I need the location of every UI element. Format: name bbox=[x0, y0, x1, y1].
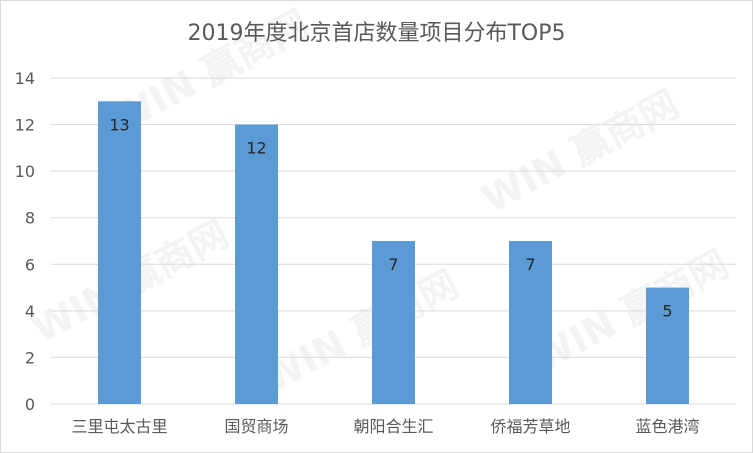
x-tick-label: 侨福芳草地 bbox=[490, 417, 570, 436]
y-tick-label: 10 bbox=[15, 162, 35, 181]
y-tick-label: 12 bbox=[15, 116, 35, 135]
x-tick-label: 国贸商场 bbox=[224, 417, 288, 436]
data-label: 7 bbox=[525, 255, 535, 274]
y-tick-label: 8 bbox=[25, 209, 35, 228]
bar bbox=[509, 241, 552, 404]
data-labels: 13 12 7 7 5 bbox=[109, 115, 672, 320]
data-label: 12 bbox=[246, 139, 266, 158]
bars bbox=[98, 101, 689, 405]
x-axis-ticks: 三里屯太古里 国贸商场 朝阳合生汇 侨福芳草地 蓝色港湾 bbox=[71, 417, 699, 436]
chart-title: 2019年度北京首店数量项目分布TOP5 bbox=[187, 21, 566, 46]
bar bbox=[98, 101, 141, 405]
bar bbox=[372, 241, 415, 404]
data-label: 7 bbox=[388, 255, 398, 274]
data-label: 13 bbox=[109, 115, 129, 134]
y-tick-label: 0 bbox=[25, 395, 35, 414]
y-tick-label: 6 bbox=[25, 255, 35, 274]
x-tick-label: 三里屯太古里 bbox=[71, 417, 167, 436]
bar bbox=[235, 124, 278, 405]
y-axis-ticks: 0 2 4 6 8 10 12 14 bbox=[15, 69, 35, 414]
y-tick-label: 2 bbox=[25, 348, 35, 367]
x-tick-label: 朝阳合生汇 bbox=[353, 417, 433, 436]
x-tick-label: 蓝色港湾 bbox=[635, 417, 699, 436]
y-tick-label: 4 bbox=[25, 302, 35, 321]
y-tick-label: 14 bbox=[15, 69, 35, 88]
data-label: 5 bbox=[662, 302, 672, 321]
bar bbox=[646, 287, 689, 404]
